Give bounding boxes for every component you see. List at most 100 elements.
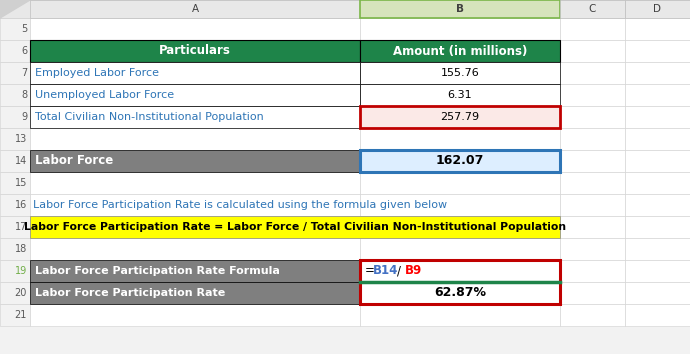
Text: Total Civilian Non-Institutional Population: Total Civilian Non-Institutional Populat… <box>35 112 264 122</box>
Bar <box>360 282 560 304</box>
Bar <box>30 40 360 62</box>
Text: =: = <box>365 264 375 278</box>
Text: 8: 8 <box>21 90 27 100</box>
Bar <box>360 40 560 62</box>
Bar <box>0 128 30 150</box>
Bar <box>360 0 560 18</box>
Bar <box>625 172 690 194</box>
Bar <box>625 128 690 150</box>
Bar <box>30 40 360 62</box>
Bar <box>560 62 625 84</box>
Bar <box>360 304 560 326</box>
Bar <box>625 216 690 238</box>
Bar <box>360 150 560 172</box>
Polygon shape <box>0 0 30 18</box>
Bar <box>30 106 360 128</box>
Bar <box>0 40 30 62</box>
Bar <box>560 18 625 40</box>
Bar <box>360 40 560 62</box>
Bar <box>30 0 360 18</box>
Bar <box>560 106 625 128</box>
Text: 16: 16 <box>14 200 27 210</box>
Bar <box>30 260 360 282</box>
Bar <box>560 304 625 326</box>
Text: 21: 21 <box>14 310 27 320</box>
Text: 14: 14 <box>14 156 27 166</box>
Bar <box>30 84 360 106</box>
Text: Unemployed Labor Force: Unemployed Labor Force <box>35 90 174 100</box>
Bar <box>30 150 360 172</box>
Bar <box>360 62 560 84</box>
Text: 20: 20 <box>14 288 27 298</box>
Bar <box>360 216 560 238</box>
Text: 5: 5 <box>21 24 27 34</box>
Bar <box>0 260 30 282</box>
Text: 6.31: 6.31 <box>448 90 473 100</box>
Bar <box>560 216 625 238</box>
Bar <box>30 84 360 106</box>
Bar <box>560 128 625 150</box>
Bar <box>360 106 560 128</box>
Text: 7: 7 <box>21 68 27 78</box>
Bar <box>360 62 560 84</box>
Bar <box>0 0 690 18</box>
Bar <box>360 128 560 150</box>
Text: 9: 9 <box>21 112 27 122</box>
Bar <box>625 40 690 62</box>
Bar <box>560 150 625 172</box>
Bar <box>360 106 560 128</box>
Text: B14: B14 <box>373 264 398 278</box>
Bar <box>625 304 690 326</box>
Bar <box>0 172 30 194</box>
Bar <box>30 238 360 260</box>
Bar <box>0 150 30 172</box>
Bar <box>30 282 360 304</box>
Text: Labor Force Participation Rate is calculated using the formula given below: Labor Force Participation Rate is calcul… <box>33 200 447 210</box>
Bar <box>30 216 560 238</box>
Bar <box>30 106 360 128</box>
Text: 62.87%: 62.87% <box>434 286 486 299</box>
Bar <box>360 150 560 172</box>
Bar <box>360 260 560 282</box>
Bar <box>625 18 690 40</box>
Text: 257.79: 257.79 <box>440 112 480 122</box>
Bar <box>560 40 625 62</box>
Text: Labor Force Participation Rate = Labor Force / Total Civilian Non-Institutional : Labor Force Participation Rate = Labor F… <box>24 222 566 232</box>
Bar <box>30 172 360 194</box>
Bar <box>0 304 30 326</box>
Bar <box>625 260 690 282</box>
Text: 18: 18 <box>14 244 27 254</box>
Text: A: A <box>191 4 199 14</box>
Bar <box>0 84 30 106</box>
Bar <box>560 84 625 106</box>
Bar <box>625 282 690 304</box>
Bar <box>625 150 690 172</box>
Text: 155.76: 155.76 <box>441 68 480 78</box>
Text: Amount (in millions): Amount (in millions) <box>393 45 527 57</box>
Bar <box>30 128 360 150</box>
Text: 19: 19 <box>14 266 27 276</box>
Text: D: D <box>653 4 662 14</box>
Bar <box>560 0 625 18</box>
Text: 6: 6 <box>21 46 27 56</box>
Text: Labor Force Participation Rate Formula: Labor Force Participation Rate Formula <box>35 266 280 276</box>
Bar <box>625 0 690 18</box>
Text: Labor Force Participation Rate: Labor Force Participation Rate <box>35 288 225 298</box>
Bar <box>625 194 690 216</box>
Text: Employed Labor Force: Employed Labor Force <box>35 68 159 78</box>
Text: 162.07: 162.07 <box>436 154 484 167</box>
Text: C: C <box>589 4 596 14</box>
Bar <box>0 194 30 216</box>
Text: B9: B9 <box>405 264 422 278</box>
Bar <box>0 18 30 40</box>
Bar <box>0 216 30 238</box>
Bar <box>560 238 625 260</box>
Bar <box>625 106 690 128</box>
Bar <box>30 194 360 216</box>
Text: 15: 15 <box>14 178 27 188</box>
Bar <box>30 260 360 282</box>
Bar <box>360 194 560 216</box>
Bar <box>625 62 690 84</box>
Bar <box>360 84 560 106</box>
Bar <box>30 282 360 304</box>
